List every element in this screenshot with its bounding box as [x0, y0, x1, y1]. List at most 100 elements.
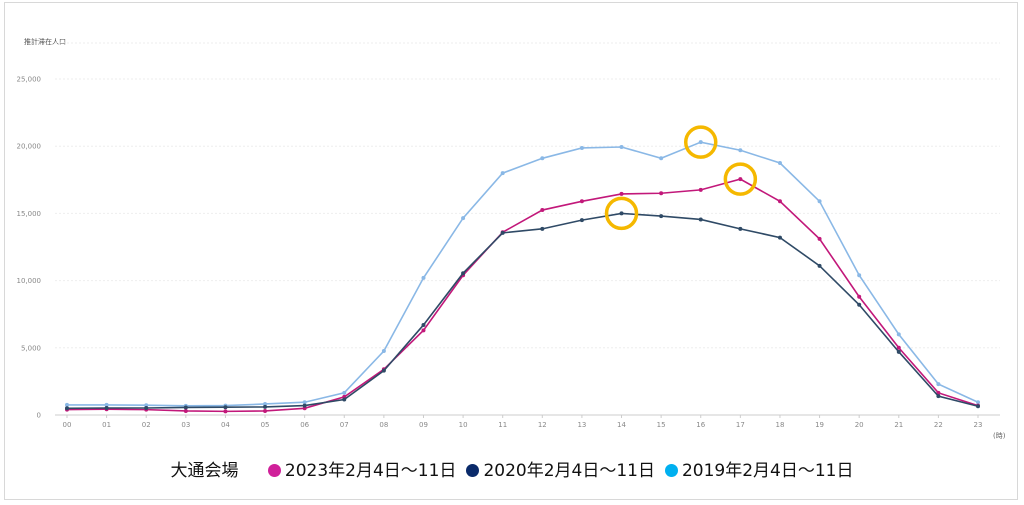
x-tick-label: 04 — [221, 421, 230, 429]
data-point — [738, 226, 743, 231]
data-point — [976, 404, 980, 409]
x-tick-label: 11 — [498, 421, 507, 429]
x-tick-label: 18 — [775, 421, 784, 429]
data-point — [659, 214, 664, 219]
data-point — [540, 226, 545, 231]
data-point — [738, 177, 743, 182]
x-tick-label: 07 — [340, 421, 349, 429]
x-tick-label: 01 — [102, 421, 111, 429]
legend-label: 2019年2月4日～11日 — [681, 461, 854, 481]
legend-swatch — [466, 464, 480, 477]
data-point — [579, 199, 584, 204]
data-point — [777, 235, 782, 240]
y-axis-label: 推計滞在人口 — [24, 37, 66, 46]
data-point — [144, 403, 149, 408]
x-tick-label: 12 — [538, 421, 547, 429]
data-point — [461, 216, 466, 221]
y-tick-label: 10,000 — [17, 277, 42, 285]
data-point — [65, 402, 69, 407]
data-point — [104, 402, 109, 407]
data-point — [936, 382, 941, 387]
x-tick-label: 22 — [934, 421, 943, 429]
data-point — [817, 236, 822, 241]
data-point — [263, 408, 268, 413]
data-point — [619, 211, 624, 216]
series-line-1 — [66, 178, 979, 413]
data-point — [302, 403, 307, 408]
x-tick-label: 20 — [855, 421, 864, 429]
data-point — [698, 140, 703, 145]
data-point — [342, 390, 347, 395]
x-tick-label: 03 — [181, 421, 190, 429]
legend-label: 2023年2月4日～11日 — [284, 461, 457, 481]
data-point — [65, 406, 69, 411]
y-tick-label: 0 — [37, 412, 41, 420]
data-point — [104, 406, 109, 411]
data-point — [619, 145, 624, 150]
data-point — [183, 408, 188, 413]
chart-frame — [4, 2, 1018, 500]
legend-title: 大通会場 — [170, 461, 239, 481]
data-point — [540, 156, 545, 161]
highlight-circle — [723, 162, 758, 196]
x-tick-label: 19 — [815, 421, 824, 429]
data-point — [619, 191, 624, 196]
legend-swatch — [267, 464, 281, 477]
data-point — [936, 390, 941, 395]
data-point — [896, 349, 901, 354]
data-point — [381, 368, 386, 373]
data-point — [421, 275, 426, 280]
legend-label: 2020年2月4日～11日 — [483, 461, 655, 481]
legend: 大通会場 2023年2月4日～11日 2020年2月4日～11日 2019年2月4日… — [0, 456, 1024, 481]
data-point — [223, 405, 228, 410]
x-tick-label: 14 — [617, 421, 626, 429]
data-point — [342, 397, 347, 402]
x-tick-label: 15 — [657, 421, 666, 429]
x-tick-label: 09 — [419, 421, 428, 429]
x-axis-unit: (時) — [993, 432, 1006, 440]
data-point — [263, 404, 268, 409]
data-point — [500, 230, 505, 235]
data-point — [659, 156, 664, 161]
data-point — [540, 208, 545, 213]
x-tick-label: 13 — [577, 421, 586, 429]
x-tick-label: 10 — [459, 421, 468, 429]
data-point — [857, 294, 862, 299]
data-point — [223, 409, 228, 414]
series-line-2 — [66, 212, 979, 410]
data-point — [579, 145, 584, 150]
highlight-circle — [604, 196, 639, 231]
x-tick-label: 21 — [894, 421, 903, 429]
x-tick-label: 05 — [261, 421, 270, 429]
data-point — [500, 171, 505, 176]
data-point — [817, 263, 822, 268]
data-point — [302, 400, 307, 405]
data-point — [698, 217, 703, 222]
x-tick-label: 23 — [974, 421, 983, 429]
data-point — [421, 328, 426, 333]
data-point — [738, 148, 743, 153]
highlight-circle — [683, 125, 718, 159]
x-tick-label: 17 — [736, 421, 745, 429]
y-tick-label: 15,000 — [17, 210, 42, 218]
data-point — [896, 332, 901, 337]
data-point — [421, 322, 426, 327]
x-tick-label: 02 — [142, 421, 151, 429]
data-point — [461, 271, 466, 276]
data-point — [698, 187, 703, 192]
x-tick-label: 08 — [379, 421, 388, 429]
y-tick-label: 20,000 — [17, 143, 42, 151]
legend-item: 2020年2月4日～11日 — [466, 456, 655, 481]
data-point — [144, 406, 149, 411]
data-point — [936, 394, 941, 399]
data-point — [777, 161, 782, 165]
data-point — [857, 302, 862, 307]
x-tick-label: 00 — [63, 421, 72, 429]
data-point — [817, 199, 822, 204]
data-point — [896, 345, 901, 350]
y-tick-label: 5,000 — [21, 344, 41, 352]
data-point — [857, 273, 862, 278]
y-tick-label: 25,000 — [17, 76, 42, 84]
legend-swatch — [664, 464, 678, 477]
